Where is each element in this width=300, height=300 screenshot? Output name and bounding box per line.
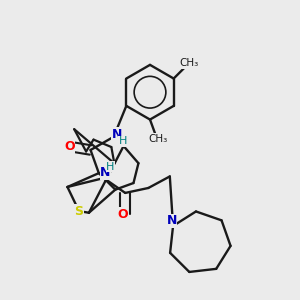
Text: N: N [167,214,177,227]
Text: CH₃: CH₃ [179,58,199,68]
Text: O: O [117,208,128,221]
Text: O: O [64,140,75,153]
Text: H: H [118,136,127,146]
Text: CH₃: CH₃ [148,134,168,144]
Text: S: S [74,205,83,218]
Text: H: H [106,162,115,172]
Text: N: N [100,166,110,179]
Text: N: N [112,128,122,141]
